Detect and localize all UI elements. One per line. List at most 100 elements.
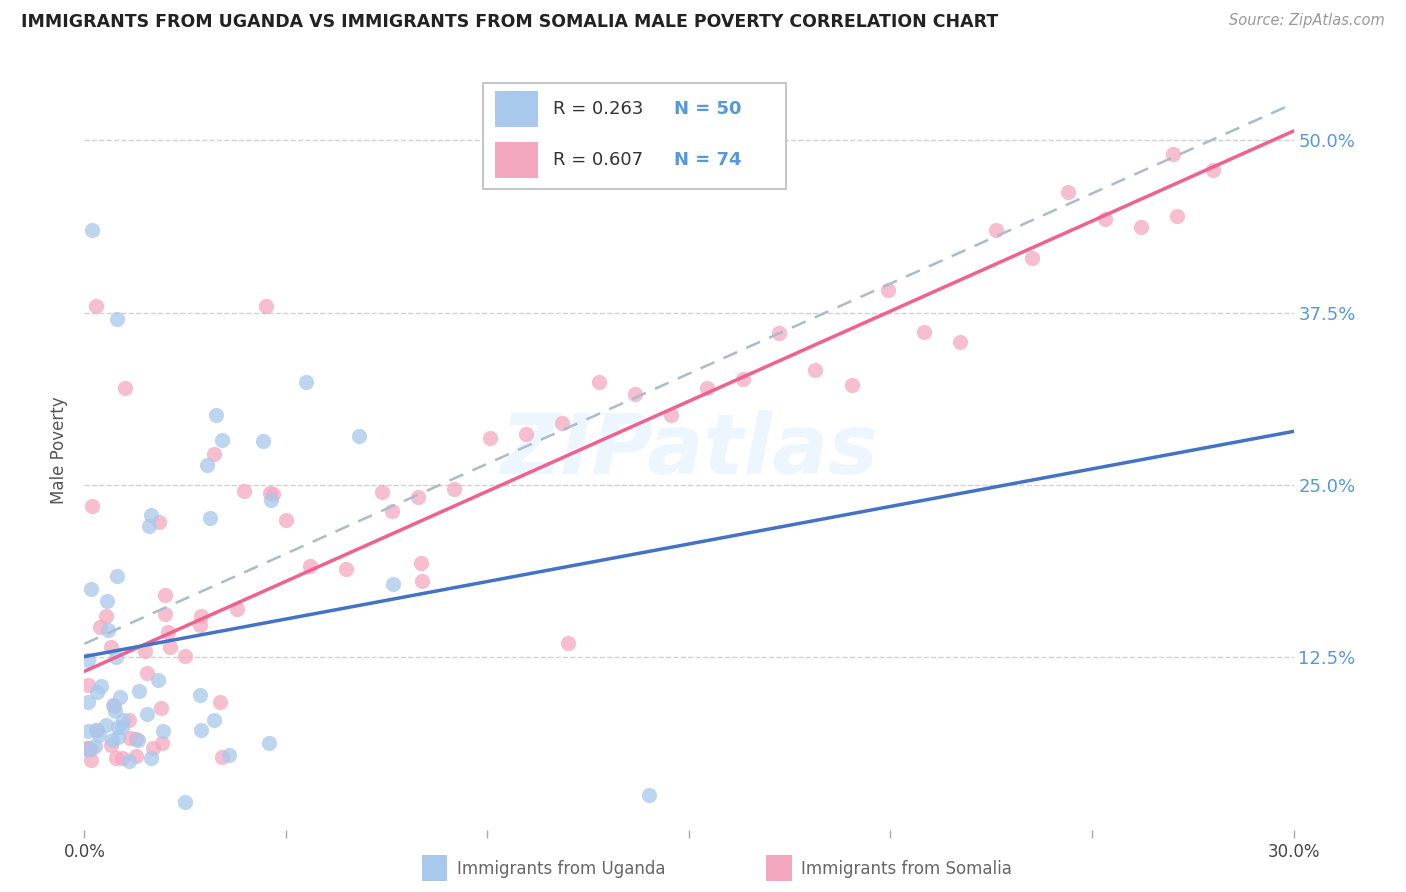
- Point: [1021, 252, 1043, 266]
- Point: [152, 724, 174, 739]
- Point: [912, 326, 935, 340]
- Point: [89, 619, 111, 633]
- Point: [211, 750, 233, 764]
- Point: [77, 740, 100, 755]
- Point: [696, 382, 718, 396]
- Point: [80, 753, 103, 767]
- Point: [623, 387, 645, 401]
- Point: [77, 695, 100, 709]
- Point: [1057, 186, 1080, 200]
- Point: [174, 795, 197, 809]
- Point: [298, 559, 321, 574]
- Point: [347, 429, 370, 443]
- Point: [134, 644, 156, 658]
- Point: [200, 510, 222, 524]
- Point: [259, 485, 281, 500]
- Point: [111, 751, 134, 765]
- Point: [406, 490, 429, 504]
- Point: [174, 648, 197, 663]
- Point: [1129, 220, 1152, 235]
- Point: [104, 649, 127, 664]
- Point: [104, 751, 127, 765]
- Text: IMMIGRANTS FROM UGANDA VS IMMIGRANTS FROM SOMALIA MALE POVERTY CORRELATION CHART: IMMIGRANTS FROM UGANDA VS IMMIGRANTS FRO…: [21, 13, 998, 31]
- Point: [226, 602, 249, 616]
- Point: [103, 698, 125, 713]
- Point: [80, 499, 103, 513]
- Point: [260, 493, 283, 508]
- Point: [949, 334, 972, 349]
- Point: [276, 513, 298, 527]
- Point: [84, 723, 107, 737]
- Point: [733, 372, 755, 386]
- Point: [101, 732, 124, 747]
- Point: [105, 312, 128, 326]
- Text: ZIPatlas: ZIPatlas: [501, 410, 877, 491]
- Point: [125, 731, 148, 746]
- Point: [551, 416, 574, 430]
- Point: [984, 222, 1007, 236]
- Point: [90, 679, 112, 693]
- Point: [100, 640, 122, 654]
- Point: [114, 381, 136, 395]
- Point: [202, 447, 225, 461]
- Point: [77, 740, 100, 755]
- Point: [409, 556, 432, 570]
- Point: [1202, 162, 1225, 177]
- Point: [77, 724, 100, 739]
- Point: [84, 739, 107, 753]
- Point: [876, 283, 898, 297]
- Point: [142, 740, 165, 755]
- Point: [659, 408, 682, 422]
- Point: [411, 574, 433, 588]
- Point: [218, 748, 240, 763]
- Point: [125, 749, 148, 764]
- Point: [150, 736, 173, 750]
- Point: [135, 706, 157, 721]
- Point: [1161, 147, 1184, 161]
- Point: [118, 754, 141, 768]
- Point: [381, 577, 404, 591]
- Point: [211, 434, 233, 448]
- Point: [588, 375, 610, 389]
- Point: [86, 685, 108, 699]
- Point: [1094, 211, 1116, 226]
- Point: [257, 736, 280, 750]
- Point: [94, 609, 117, 624]
- Point: [262, 487, 284, 501]
- Point: [159, 640, 181, 654]
- Point: [136, 666, 159, 681]
- Point: [479, 431, 502, 445]
- Point: [141, 508, 163, 522]
- Point: [208, 695, 231, 709]
- Point: [768, 326, 790, 340]
- Point: [204, 408, 226, 422]
- Point: [335, 562, 357, 576]
- Point: [515, 426, 537, 441]
- Point: [138, 518, 160, 533]
- Point: [82, 223, 104, 237]
- Point: [146, 673, 169, 687]
- Point: [103, 698, 125, 713]
- Point: [156, 624, 179, 639]
- Point: [111, 720, 134, 734]
- Point: [118, 731, 141, 745]
- Point: [80, 582, 103, 596]
- Point: [86, 299, 108, 313]
- Point: [197, 458, 219, 472]
- Point: [127, 733, 149, 747]
- Point: [77, 653, 100, 667]
- Point: [77, 678, 100, 692]
- Text: Source: ZipAtlas.com: Source: ZipAtlas.com: [1229, 13, 1385, 29]
- Point: [128, 683, 150, 698]
- Point: [141, 750, 163, 764]
- Point: [188, 617, 211, 632]
- Point: [443, 482, 465, 496]
- Point: [77, 742, 100, 756]
- Point: [96, 718, 118, 732]
- Point: [190, 609, 212, 624]
- Point: [1166, 209, 1188, 223]
- Point: [89, 728, 111, 742]
- Point: [100, 739, 122, 753]
- Point: [107, 720, 129, 734]
- Point: [118, 714, 141, 728]
